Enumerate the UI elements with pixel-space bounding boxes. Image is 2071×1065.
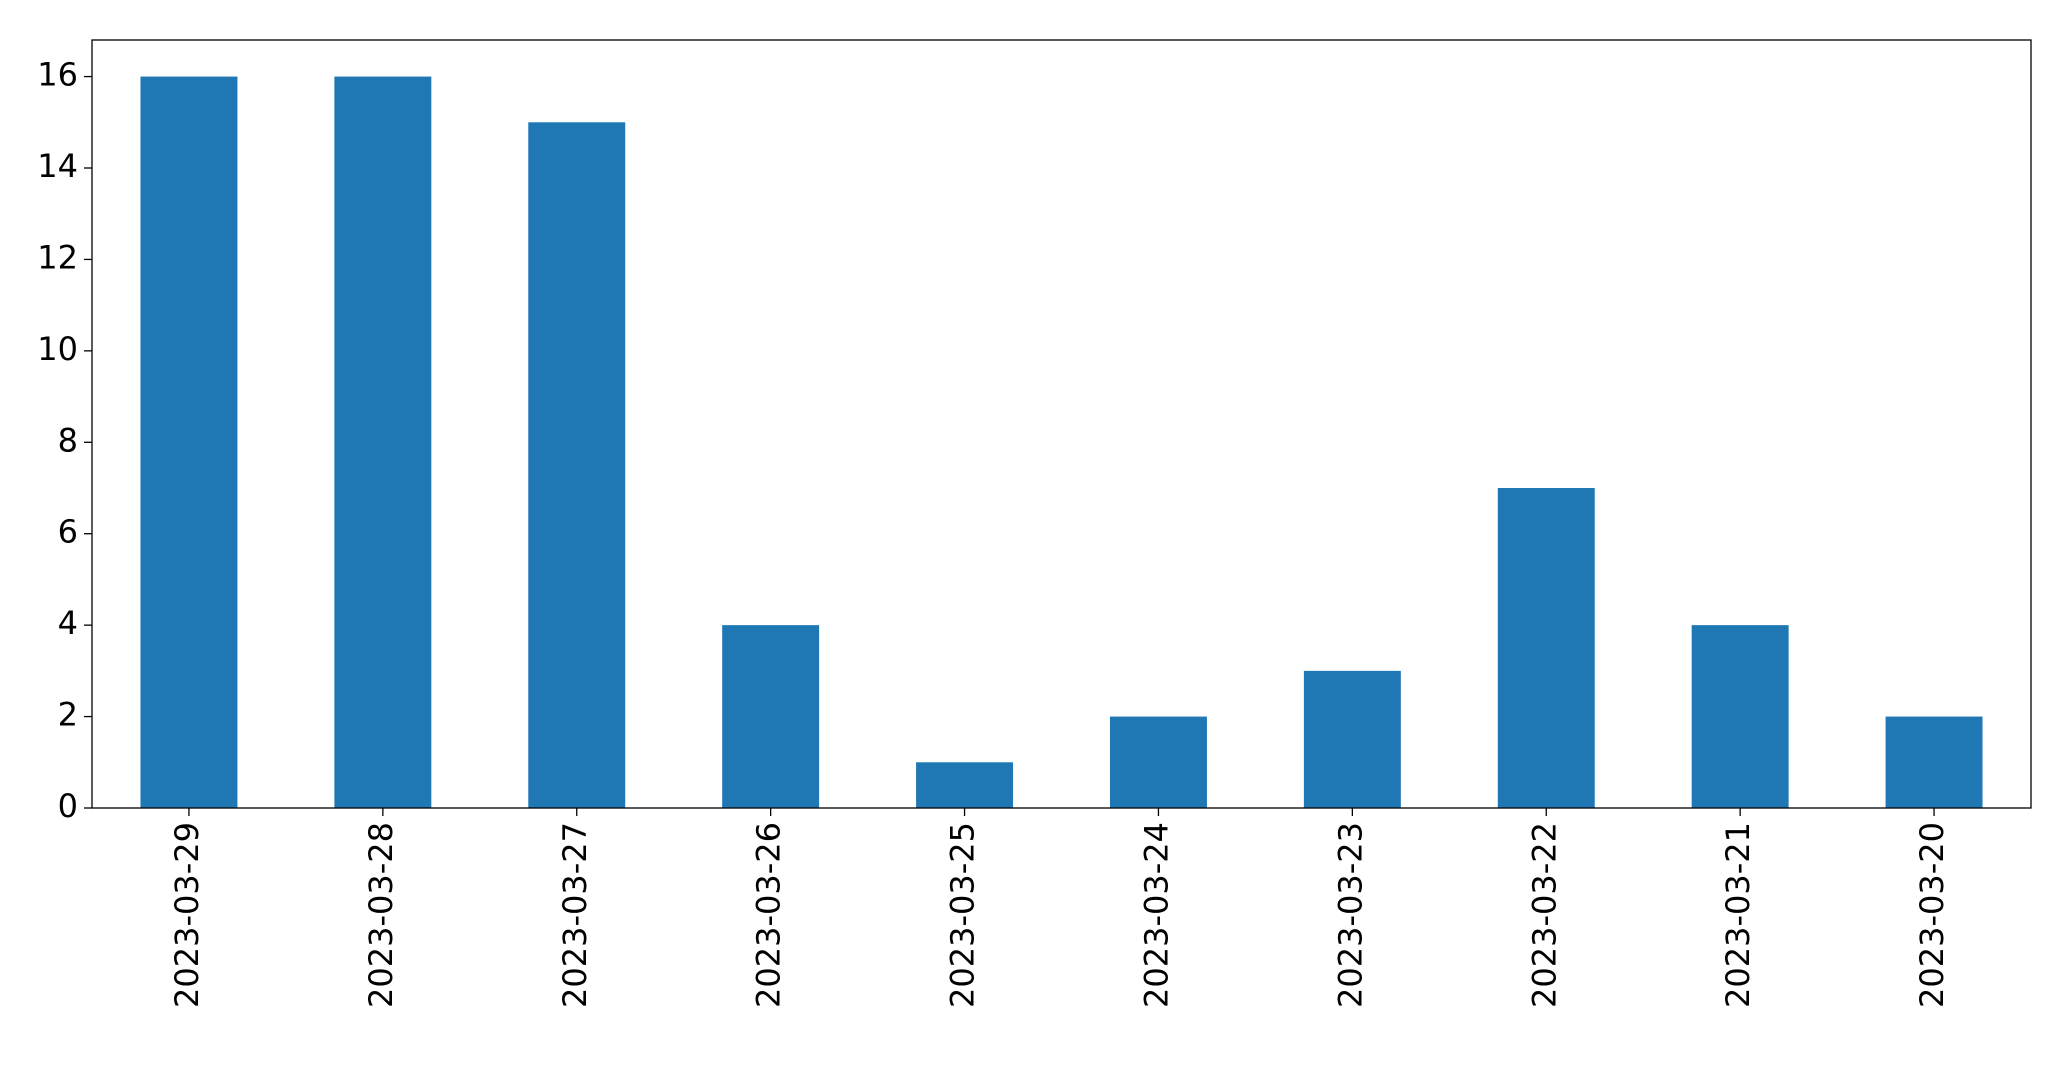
y-tick-label: 14 bbox=[37, 147, 78, 185]
x-tick-label: 2023-03-28 bbox=[362, 822, 400, 1008]
bar bbox=[916, 762, 1014, 808]
x-tick-label: 2023-03-23 bbox=[1331, 822, 1369, 1008]
x-tick-label: 2023-03-20 bbox=[1913, 822, 1951, 1008]
bar bbox=[1303, 670, 1401, 808]
y-tick-label: 2 bbox=[58, 696, 78, 734]
y-tick-label: 16 bbox=[37, 56, 78, 94]
x-tick-label: 2023-03-27 bbox=[556, 822, 594, 1008]
y-tick-label: 10 bbox=[37, 330, 78, 368]
x-tick-label: 2023-03-21 bbox=[1719, 822, 1757, 1008]
y-tick-label: 4 bbox=[58, 604, 78, 642]
x-tick-label: 2023-03-25 bbox=[944, 822, 982, 1008]
y-tick-label: 6 bbox=[58, 513, 78, 551]
bar bbox=[1497, 488, 1595, 808]
x-tick-label: 2023-03-26 bbox=[750, 822, 788, 1008]
x-tick-label: 2023-03-22 bbox=[1525, 822, 1563, 1008]
x-tick-label: 2023-03-24 bbox=[1137, 822, 1175, 1008]
bar bbox=[722, 625, 820, 808]
y-tick-label: 8 bbox=[58, 421, 78, 459]
bar bbox=[528, 122, 626, 809]
bar bbox=[1691, 625, 1789, 808]
bar bbox=[140, 76, 238, 809]
bar bbox=[1109, 716, 1207, 808]
bar bbox=[1885, 716, 1983, 808]
y-tick-label: 0 bbox=[58, 787, 78, 825]
plot-frame bbox=[91, 39, 2032, 809]
y-tick-label: 12 bbox=[37, 238, 78, 276]
x-tick-label: 2023-03-29 bbox=[168, 822, 206, 1008]
bar bbox=[334, 76, 432, 809]
